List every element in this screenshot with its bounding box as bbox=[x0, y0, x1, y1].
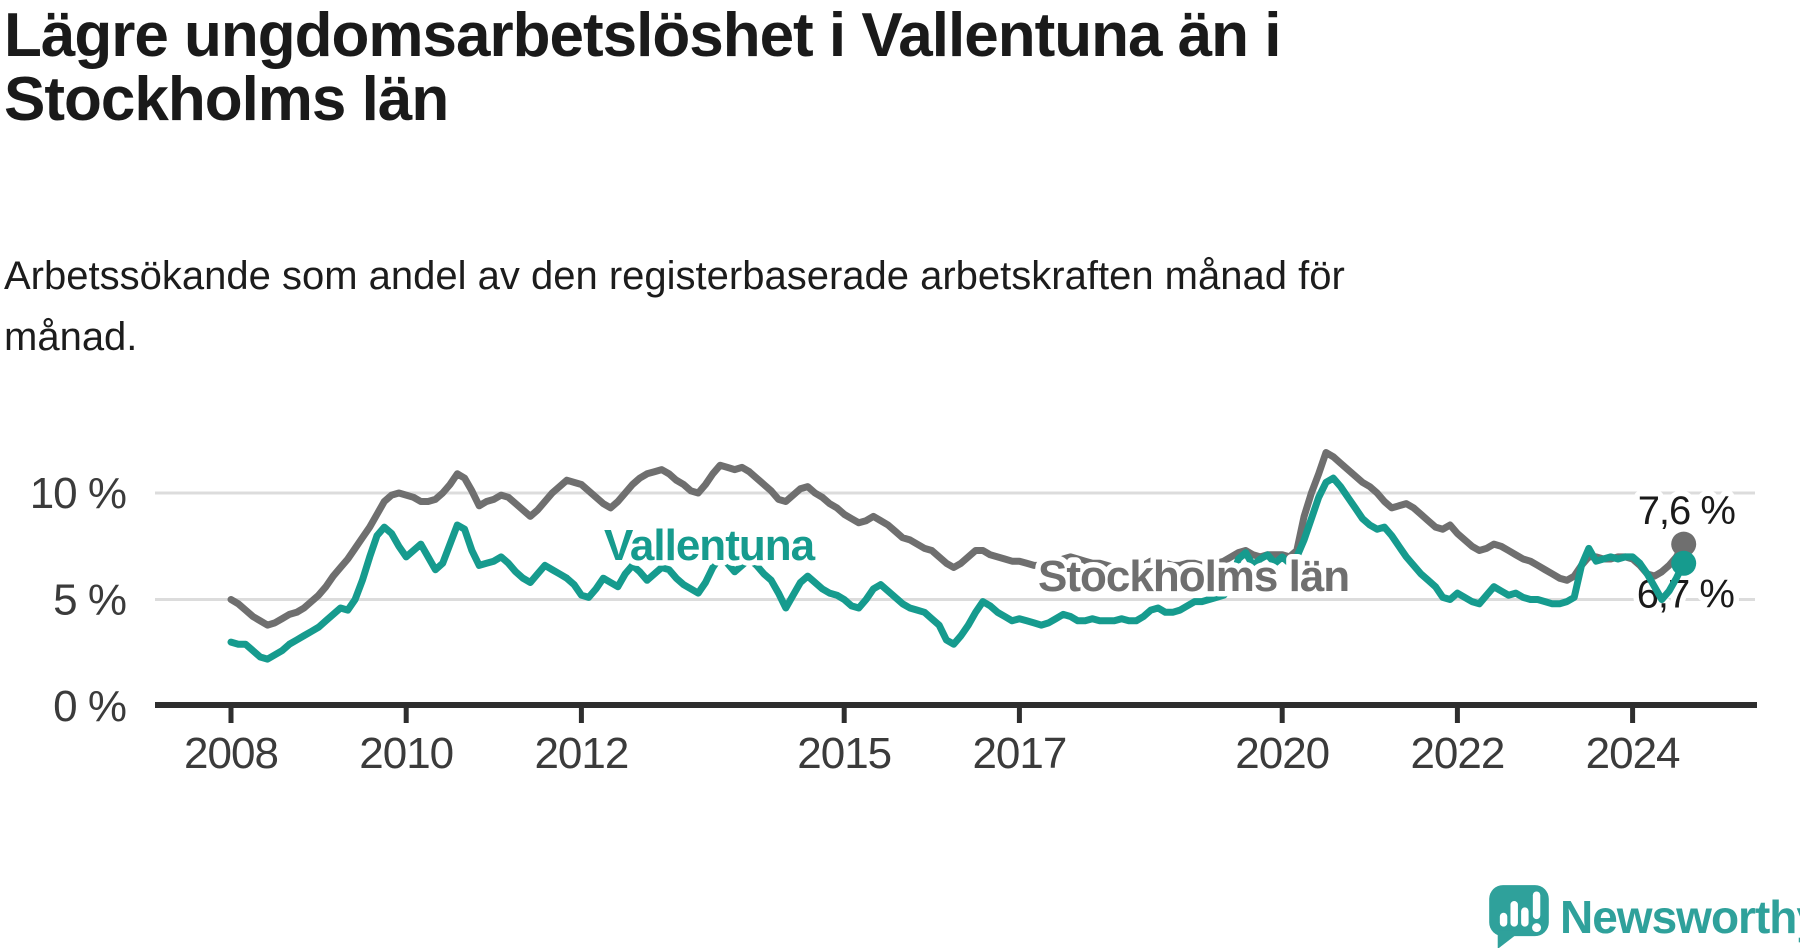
x-tick-label-2017: 2017 bbox=[972, 729, 1066, 778]
x-tick-label-2020: 2020 bbox=[1235, 729, 1329, 778]
x-tick-label-2008: 2008 bbox=[184, 729, 278, 778]
series-name-labels: Stockholms län Vallentuna bbox=[599, 516, 1356, 607]
x-tick-label-2010: 2010 bbox=[359, 729, 453, 778]
series-lines bbox=[227, 449, 1688, 663]
title-line-1: Lägre ungdomsarbetslöshet i Vallentuna ä… bbox=[4, 1, 1281, 70]
x-tick-label-2015: 2015 bbox=[797, 729, 891, 778]
brand-name: Newsworthy bbox=[1560, 891, 1800, 943]
subtitle-line-2: månad. bbox=[4, 315, 138, 359]
y-axis-labels: 0 % 5 % 10 % bbox=[30, 469, 127, 731]
end-dot-stockholms-l-n bbox=[1671, 531, 1697, 557]
series-line-stockholms-l-n bbox=[227, 449, 1688, 629]
series-label-vallentuna: Vallentuna bbox=[604, 521, 816, 570]
y-tick-label-10: 10 % bbox=[30, 469, 126, 518]
title-line-2: Stockholms län bbox=[4, 65, 449, 134]
x-axis-labels: 2008 2010 2012 2015 2017 2020 2022 2024 bbox=[184, 729, 1681, 778]
series-line-vallentuna bbox=[227, 474, 1688, 663]
end-dot-vallentuna bbox=[1671, 550, 1697, 576]
end-value-label-stockholms-l-n: 7,6 % bbox=[1638, 489, 1736, 533]
x-tick-label-2024: 2024 bbox=[1586, 729, 1680, 778]
end-value-labels: 7,6 %6,7 % bbox=[1631, 484, 1742, 622]
footer-brand: Newsworthy bbox=[1488, 884, 1800, 948]
newsworthy-logo-icon bbox=[1489, 885, 1549, 948]
page-title: Lägre ungdomsarbetslöshet i Vallentuna ä… bbox=[4, 4, 1281, 132]
x-tick-label-2012: 2012 bbox=[534, 729, 628, 778]
end-dots bbox=[1671, 531, 1697, 576]
x-axis bbox=[155, 702, 1757, 723]
gridlines bbox=[155, 491, 1755, 601]
chart-subtitle: Arbetssökande som andel av den registerb… bbox=[4, 246, 1345, 368]
y-tick-label-0: 0 % bbox=[53, 682, 126, 731]
x-tick-label-2022: 2022 bbox=[1410, 729, 1504, 778]
y-tick-label-5: 5 % bbox=[53, 576, 126, 625]
subtitle-line-1: Arbetssökande som andel av den registerb… bbox=[4, 254, 1345, 298]
series-label-stockholms-l-n: Stockholms län bbox=[1038, 552, 1349, 601]
